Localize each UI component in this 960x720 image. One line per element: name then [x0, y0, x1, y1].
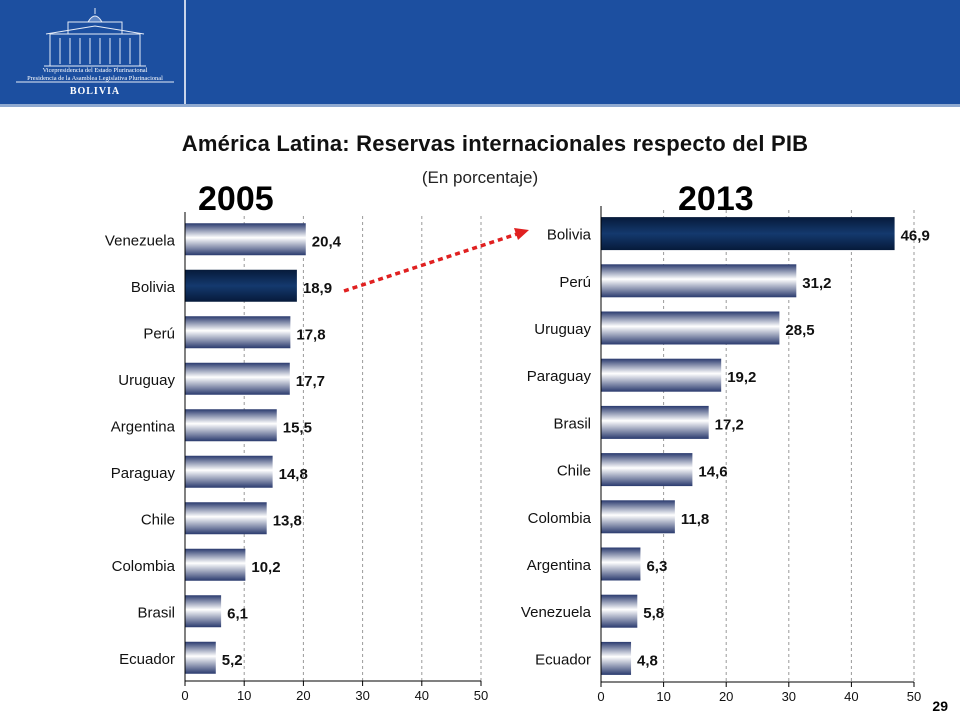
x-tick-label-2013: 40: [844, 689, 858, 704]
chart-2013-title: 2013: [678, 180, 754, 218]
category-label-2013-paraguay: Paraguay: [527, 368, 592, 385]
value-label-2005-argentina: 15,5: [283, 419, 312, 436]
category-label-2005-uruguay: Uruguay: [118, 372, 175, 389]
bar-2013-uruguay: [601, 311, 780, 345]
bar-2013-peru: [601, 264, 797, 298]
bar-2013-brasil: [601, 405, 709, 439]
value-label-2013-uruguay: 28,5: [785, 322, 814, 339]
bar-2005-venezuela: [185, 223, 306, 256]
bar-2013-bolivia: [601, 217, 895, 251]
value-label-2013-paraguay: 19,2: [727, 369, 756, 386]
value-label-2005-chile: 13,8: [273, 512, 302, 529]
x-tick-label-2013: 50: [907, 689, 921, 704]
x-tick-label-2005: 30: [355, 688, 369, 703]
chart-2005: Venezuela 20,4 Bolivia 18,9 Perú 17,8 Uruguay 1…: [105, 212, 488, 703]
category-label-2013-bolivia: Bolivia: [547, 227, 592, 244]
logo-text-line1: Vicepresidencia del Estado Plurinacional: [42, 67, 148, 74]
building-emblem-icon: [16, 8, 174, 83]
page-title: América Latina: Reservas internacionales…: [181, 131, 809, 156]
bar-2013-chile: [601, 453, 693, 487]
bar-2005-paraguay: [185, 455, 273, 488]
comparison-arrow-line: [343, 231, 521, 293]
category-label-2005-argentina: Argentina: [111, 418, 176, 435]
category-label-2013-argentina: Argentina: [527, 557, 592, 574]
bar-2013-venezuela: [601, 594, 638, 628]
x-tick-label-2005: 10: [237, 688, 251, 703]
value-label-2005-uruguay: 17,7: [296, 373, 325, 390]
category-label-2013-peru: Perú: [559, 274, 591, 291]
header-underline: [0, 104, 960, 107]
page-number: 29: [932, 698, 948, 714]
value-label-2013-argentina: 6,3: [646, 558, 667, 575]
x-tick-label-2013: 20: [719, 689, 733, 704]
bar-2005-chile: [185, 502, 267, 535]
value-label-2013-chile: 14,6: [698, 464, 727, 481]
category-label-2013-chile: Chile: [557, 463, 591, 480]
value-label-2005-bolivia: 18,9: [303, 280, 332, 297]
category-label-2005-colombia: Colombia: [112, 558, 176, 575]
page-subtitle: (En porcentaje): [421, 168, 539, 187]
bar-2005-argentina: [185, 409, 277, 442]
bar-2013-ecuador: [601, 641, 632, 675]
value-label-2005-ecuador: 5,2: [222, 652, 243, 669]
header-banner: Vicepresidencia del Estado Plurinacional…: [0, 0, 960, 104]
x-tick-label-2005: 40: [415, 688, 429, 703]
category-label-2013-ecuador: Ecuador: [535, 651, 591, 668]
value-label-2013-colombia: 11,8: [681, 511, 709, 528]
value-label-2005-peru: 17,8: [296, 326, 325, 343]
bar-2005-bolivia: [185, 269, 297, 302]
value-label-2013-venezuela: 5,8: [643, 605, 664, 622]
category-label-2013-brasil: Brasil: [553, 415, 591, 432]
bar-2013-colombia: [601, 500, 675, 534]
value-label-2005-paraguay: 14,8: [279, 466, 308, 483]
x-tick-label-2005: 0: [181, 688, 188, 703]
value-label-2005-venezuela: 20,4: [312, 233, 342, 250]
logo-text-bolivia: BOLIVIA: [69, 86, 121, 97]
bar-2013-paraguay: [601, 358, 722, 392]
vicepresidencia-logo: Vicepresidencia del Estado Plurinacional…: [10, 6, 180, 98]
bar-2005-colombia: [185, 548, 246, 581]
bar-2013-argentina: [601, 547, 641, 581]
value-label-2013-ecuador: 4,8: [637, 652, 658, 669]
category-label-2005-chile: Chile: [141, 511, 175, 528]
chart-2005-title: 2005: [198, 180, 274, 218]
category-label-2005-bolivia: Bolivia: [131, 279, 176, 296]
chart-2013: Bolivia 46,9 Perú 31,2 Uruguay 28,5 Paraguay 19…: [521, 206, 930, 704]
bar-2005-brasil: [185, 595, 222, 628]
x-tick-label-2005: 50: [474, 688, 488, 703]
header-divider: [184, 0, 186, 104]
category-label-2005-ecuador: Ecuador: [119, 651, 175, 668]
category-label-2005-peru: Perú: [143, 325, 175, 342]
x-tick-label-2005: 20: [296, 688, 310, 703]
x-tick-label-2013: 0: [597, 689, 604, 704]
category-label-2005-brasil: Brasil: [137, 604, 175, 621]
x-tick-label-2013: 30: [782, 689, 796, 704]
value-label-2005-brasil: 6,1: [227, 605, 248, 622]
value-label-2013-bolivia: 46,9: [901, 228, 930, 245]
category-label-2013-venezuela: Venezuela: [521, 604, 592, 621]
category-label-2013-uruguay: Uruguay: [534, 321, 591, 338]
category-label-2005-paraguay: Paraguay: [111, 465, 176, 482]
category-label-2005-venezuela: Venezuela: [105, 232, 176, 249]
value-label-2013-brasil: 17,2: [715, 416, 744, 433]
category-label-2013-colombia: Colombia: [528, 510, 592, 527]
value-label-2005-colombia: 10,2: [251, 559, 280, 576]
logo-text-line2: Presidencia de la Asamblea Legislativa P…: [27, 75, 163, 82]
bar-2005-peru: [185, 316, 291, 349]
x-tick-label-2013: 10: [656, 689, 670, 704]
value-label-2013-peru: 31,2: [802, 275, 831, 292]
bar-2005-uruguay: [185, 362, 290, 395]
bar-2005-ecuador: [185, 641, 216, 674]
comparison-arrow-head-icon: [514, 228, 529, 240]
